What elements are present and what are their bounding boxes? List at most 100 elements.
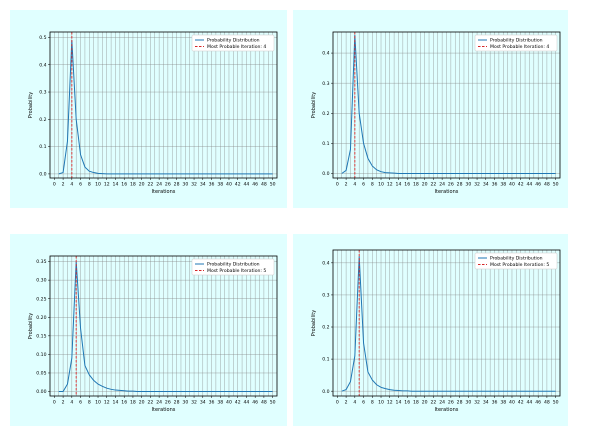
x-tick-label: 36 xyxy=(492,182,498,188)
x-tick-label: 40 xyxy=(509,182,515,188)
x-tick-label: 30 xyxy=(465,182,471,188)
x-tick-label: 40 xyxy=(509,400,515,406)
y-tick-label: 0.1 xyxy=(322,357,329,363)
y-tick-label: 0.2 xyxy=(322,111,329,117)
chart-panel-bottom-right: 0 2 4 6 8 10 12 14 16 18 20 22 24 26 28 30 32 34 36 38 40 42 4… xyxy=(293,234,568,426)
x-tick-label: 44 xyxy=(244,400,250,406)
x-tick-label: 4 xyxy=(70,400,73,406)
x-tick-label: 6 xyxy=(79,400,82,406)
x-tick-label: 10 xyxy=(378,400,384,406)
x-tick-label: 36 xyxy=(492,400,498,406)
x-tick-label: 2 xyxy=(62,400,65,406)
x-tick-label: 8 xyxy=(88,182,91,188)
y-tick-label: 0.2 xyxy=(322,325,329,331)
x-tick-label: 24 xyxy=(439,400,445,406)
x-tick-label: 44 xyxy=(527,182,533,188)
x-tick-label: 28 xyxy=(457,400,463,406)
x-tick-label: 2 xyxy=(345,182,348,188)
chart-panel-top-right: 0 2 4 6 8 10 12 14 16 18 20 22 24 26 28 30 32 34 36 38 40 42 4… xyxy=(293,10,568,208)
x-tick-label: 40 xyxy=(226,400,232,406)
legend-box xyxy=(191,34,275,52)
y-tick-label: 0.4 xyxy=(39,62,46,68)
x-tick-label: 50 xyxy=(270,182,276,188)
x-tick-label: 46 xyxy=(535,182,541,188)
x-tick-label: 14 xyxy=(396,400,402,406)
y-tick-label: 0.2 xyxy=(39,117,46,123)
x-tick-label: 18 xyxy=(130,182,136,188)
legend-label-distribution: Probability Distribution xyxy=(207,38,260,44)
x-axis-label: Iterations xyxy=(435,407,459,413)
x-tick-label: 48 xyxy=(261,400,267,406)
x-tick-label: 46 xyxy=(252,182,258,188)
x-tick-label: 6 xyxy=(362,400,365,406)
x-tick-label: 24 xyxy=(156,182,162,188)
x-tick-label: 48 xyxy=(544,400,550,406)
x-tick-label: 16 xyxy=(121,182,127,188)
axes-frame xyxy=(49,31,278,179)
y-tick-label: 0.15 xyxy=(36,333,46,339)
y-tick-label: 0.0 xyxy=(322,389,329,395)
x-tick-label: 50 xyxy=(270,400,276,406)
x-tick-label: 16 xyxy=(404,400,410,406)
x-tick-label: 34 xyxy=(483,400,489,406)
x-axis-label: Iterations xyxy=(152,407,176,413)
x-tick-label: 24 xyxy=(439,182,445,188)
y-tick-label: 0.3 xyxy=(322,81,329,87)
x-tick-label: 32 xyxy=(474,400,480,406)
x-tick-label: 20 xyxy=(422,400,428,406)
x-tick-label: 28 xyxy=(174,400,180,406)
x-tick-label: 10 xyxy=(95,182,101,188)
chart-svg: 0 2 4 6 8 10 12 14 16 18 20 22 24 26 28 30 32 34 36 38 40 42 4… xyxy=(311,31,561,195)
x-tick-label: 20 xyxy=(422,182,428,188)
axes-frame xyxy=(49,255,278,397)
y-tick-label: 0.20 xyxy=(36,315,46,321)
series-line-probability-distribution xyxy=(341,34,556,174)
x-tick-label: 48 xyxy=(544,182,550,188)
x-tick-label: 22 xyxy=(147,182,153,188)
x-tick-label: 34 xyxy=(200,400,206,406)
x-tick-label: 6 xyxy=(79,182,82,188)
y-tick-label: 0.30 xyxy=(36,278,46,284)
legend-label-most-probable: Most Probable Iteration: 5 xyxy=(207,268,266,274)
x-tick-label: 28 xyxy=(174,182,180,188)
x-tick-label: 32 xyxy=(474,182,480,188)
y-axis-label: Probability xyxy=(28,313,34,339)
x-tick-label: 16 xyxy=(121,400,127,406)
x-tick-label: 18 xyxy=(413,400,419,406)
legend-label-distribution: Probability Distribution xyxy=(490,256,543,262)
y-tick-label: 0.10 xyxy=(36,352,46,358)
y-tick-label: 0.00 xyxy=(36,389,46,395)
x-tick-label: 40 xyxy=(226,182,232,188)
x-tick-label: 46 xyxy=(535,400,541,406)
x-tick-label: 2 xyxy=(345,400,348,406)
x-tick-label: 36 xyxy=(209,182,215,188)
y-axis-label: Probability xyxy=(311,92,317,118)
x-tick-label: 38 xyxy=(500,400,506,406)
legend-label-distribution: Probability Distribution xyxy=(490,38,543,44)
x-tick-label: 22 xyxy=(430,400,436,406)
x-tick-label: 22 xyxy=(430,182,436,188)
x-tick-label: 0 xyxy=(53,400,56,406)
chart-svg: 0 2 4 6 8 10 12 14 16 18 20 22 24 26 28 30 32 34 36 38 40 42 4… xyxy=(311,249,561,413)
x-tick-label: 42 xyxy=(235,400,241,406)
y-tick-label: 0.0 xyxy=(322,171,329,177)
x-tick-label: 26 xyxy=(165,182,171,188)
x-tick-label: 18 xyxy=(130,400,136,406)
x-tick-label: 34 xyxy=(200,182,206,188)
x-tick-label: 2 xyxy=(62,182,65,188)
x-tick-label: 38 xyxy=(217,400,223,406)
y-tick-label: 0.3 xyxy=(322,293,329,299)
x-tick-label: 32 xyxy=(191,400,197,406)
x-tick-label: 42 xyxy=(518,400,524,406)
x-tick-label: 38 xyxy=(500,182,506,188)
legend-label-distribution: Probability Distribution xyxy=(207,262,260,268)
x-tick-label: 4 xyxy=(353,182,356,188)
y-tick-label: 0.35 xyxy=(36,259,46,265)
x-tick-label: 0 xyxy=(336,400,339,406)
y-axis-label: Probability xyxy=(28,92,34,118)
x-tick-label: 26 xyxy=(448,182,454,188)
x-tick-label: 0 xyxy=(53,182,56,188)
legend-label-most-probable: Most Probable Iteration: 4 xyxy=(207,44,266,50)
x-tick-label: 38 xyxy=(217,182,223,188)
axes-frame xyxy=(332,249,561,397)
